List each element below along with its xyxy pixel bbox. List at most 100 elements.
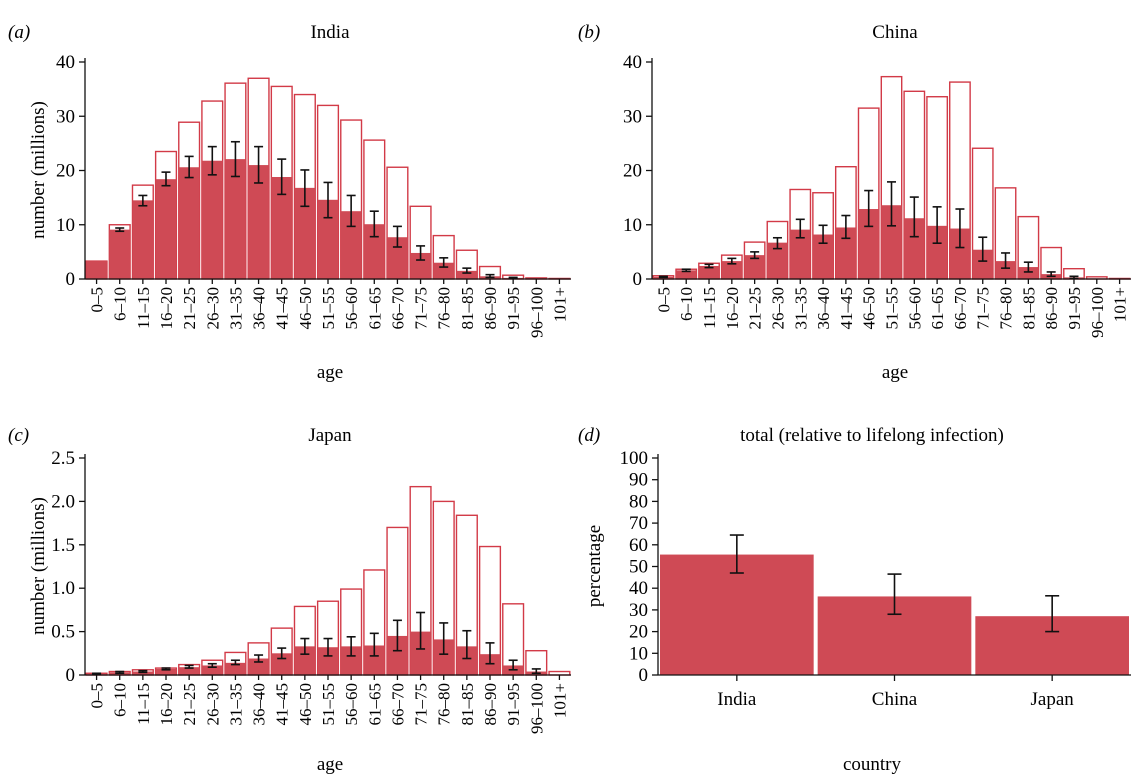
bar-infected-31–35 [225, 662, 246, 675]
bar-infected-16–20 [155, 668, 177, 675]
bar-infected-71–75 [410, 252, 431, 279]
x-tick-label: 61–65 [365, 287, 384, 330]
x-tick-label: 26–30 [768, 287, 787, 330]
x-tick-label: 61–65 [928, 287, 947, 330]
x-tick-label: 71–75 [412, 287, 431, 330]
bar-infected-26–30 [201, 665, 223, 675]
bar-infected-51–55 [881, 205, 902, 279]
panel-d-letter: (d) [578, 425, 600, 446]
y-tick-label: 0 [639, 665, 649, 686]
y-tick-label: 30 [629, 600, 648, 621]
y-tick-label: 1.0 [51, 578, 75, 599]
bar-infected-56–60 [340, 646, 362, 675]
y-tick-label: 100 [620, 448, 649, 469]
panel-a-india: (a) India number (millions) age 0 10 20 30 4… [8, 22, 571, 383]
y-tick-label: 20 [56, 161, 75, 182]
bar-infected-66–70 [387, 635, 408, 675]
bar-infected-26–30 [201, 160, 223, 279]
x-tick-label: 31–35 [791, 287, 810, 330]
x-tick-label: 66–70 [951, 287, 970, 330]
bar-infected-16–20 [721, 261, 743, 279]
bar-infected-21–25 [178, 167, 200, 279]
x-tick-label: 51–55 [319, 287, 338, 330]
bar-infected-31–35 [790, 229, 811, 279]
bar-infected-76–80 [433, 262, 455, 279]
panel-b-title: China [872, 22, 918, 43]
y-tick-label: 0 [66, 665, 76, 686]
x-tick-label: 36–40 [250, 287, 269, 330]
bar-infected-36–40 [248, 658, 269, 675]
y-tick-label: 90 [629, 470, 648, 491]
bar-infected-66–70 [387, 237, 408, 279]
x-tick-label: 91–95 [504, 287, 523, 330]
y-tick-label: 1.5 [51, 535, 75, 556]
y-tick-label: 50 [629, 557, 648, 578]
y-tick-label: 10 [629, 643, 648, 664]
panel-a-xlabel: age [317, 362, 343, 383]
bar-infected-61–65 [926, 225, 948, 279]
bar-infected-6–10 [676, 270, 697, 279]
panel-c-xlabel: age [317, 754, 343, 774]
x-tick-label: 71–75 [412, 683, 431, 726]
panel-a-letter: (a) [8, 22, 30, 43]
x-tick-label: 11–15 [134, 287, 153, 329]
y-tick-label: 40 [629, 578, 648, 599]
bar-infected-81–85 [456, 646, 478, 675]
x-tick-label: 36–40 [814, 287, 833, 330]
x-tick-label: 101+ [550, 287, 569, 322]
x-tick-label: 31–35 [226, 683, 245, 726]
bar-infected-11–15 [132, 671, 154, 675]
panel-d-xlabel: country [843, 754, 902, 774]
bar-infected-51–55 [317, 199, 339, 279]
bar-infected-41–45 [271, 653, 293, 675]
bar-infected-81–85 [1018, 267, 1039, 279]
panel-d-total: (d) total (relative to lifelong infectio… [578, 425, 1131, 774]
bar-infected-31–35 [225, 159, 246, 279]
x-tick-label: 41–45 [273, 287, 292, 330]
y-tick-label: 20 [629, 622, 648, 643]
x-tick-label: 86–90 [481, 287, 500, 330]
y-tick-label: 80 [629, 491, 648, 512]
x-tick-label: 56–60 [905, 287, 924, 330]
bar-infected-66–70 [949, 228, 971, 279]
panel-b-letter: (b) [578, 22, 600, 43]
bar-infected-36–40 [248, 165, 269, 279]
bar-infected-26–30 [767, 242, 788, 279]
bar-infected-0–5 [86, 261, 107, 279]
y-tick-label: 2.5 [51, 448, 75, 469]
bar-infected-11–15 [698, 265, 720, 279]
x-tick-label: 91–95 [504, 683, 523, 726]
x-tick-label: 71–75 [974, 287, 993, 330]
x-tick-label: 56–60 [342, 287, 361, 330]
y-tick-label: 60 [629, 535, 648, 556]
bar-infected-46–50 [294, 187, 316, 279]
y-tick-label: 40 [56, 52, 75, 73]
y-tick-label: 70 [629, 513, 648, 534]
y-tick-label: 20 [623, 161, 642, 182]
panel-c-letter: (c) [8, 425, 29, 446]
x-tick-label-japan: Japan [1031, 689, 1075, 710]
panel-d-title: total (relative to lifelong infection) [740, 425, 1004, 446]
y-tick-label: 30 [56, 106, 75, 127]
x-tick-label: 76–80 [435, 683, 454, 726]
bar-infected-86–90 [479, 654, 501, 675]
x-tick-label: 101+ [1111, 287, 1130, 322]
bar-infected-41–45 [271, 177, 293, 279]
panel-c-ylabel: number (millions) [28, 497, 49, 635]
bar-india [660, 554, 814, 675]
bar-infected-71–75 [410, 631, 431, 675]
x-tick-label: 81–85 [458, 683, 477, 726]
x-tick-label: 96–100 [527, 287, 546, 338]
panel-b-china: (b) China age 0 10 20 30 40 0–5 6–10 11–15 16–20… [578, 22, 1131, 383]
x-tick-label: 6–10 [677, 287, 696, 321]
x-tick-label: 16–20 [157, 287, 176, 330]
bar-infected-21–25 [744, 255, 765, 279]
x-tick-label-china: China [872, 689, 918, 710]
x-tick-label: 11–15 [134, 683, 153, 725]
panel-a-ylabel: number (millions) [28, 101, 49, 239]
x-tick-label: 81–85 [458, 287, 477, 330]
x-tick-label: 6–10 [111, 683, 130, 717]
panel-d-ylabel: percentage [584, 525, 605, 607]
x-tick-label: 76–80 [997, 287, 1016, 330]
